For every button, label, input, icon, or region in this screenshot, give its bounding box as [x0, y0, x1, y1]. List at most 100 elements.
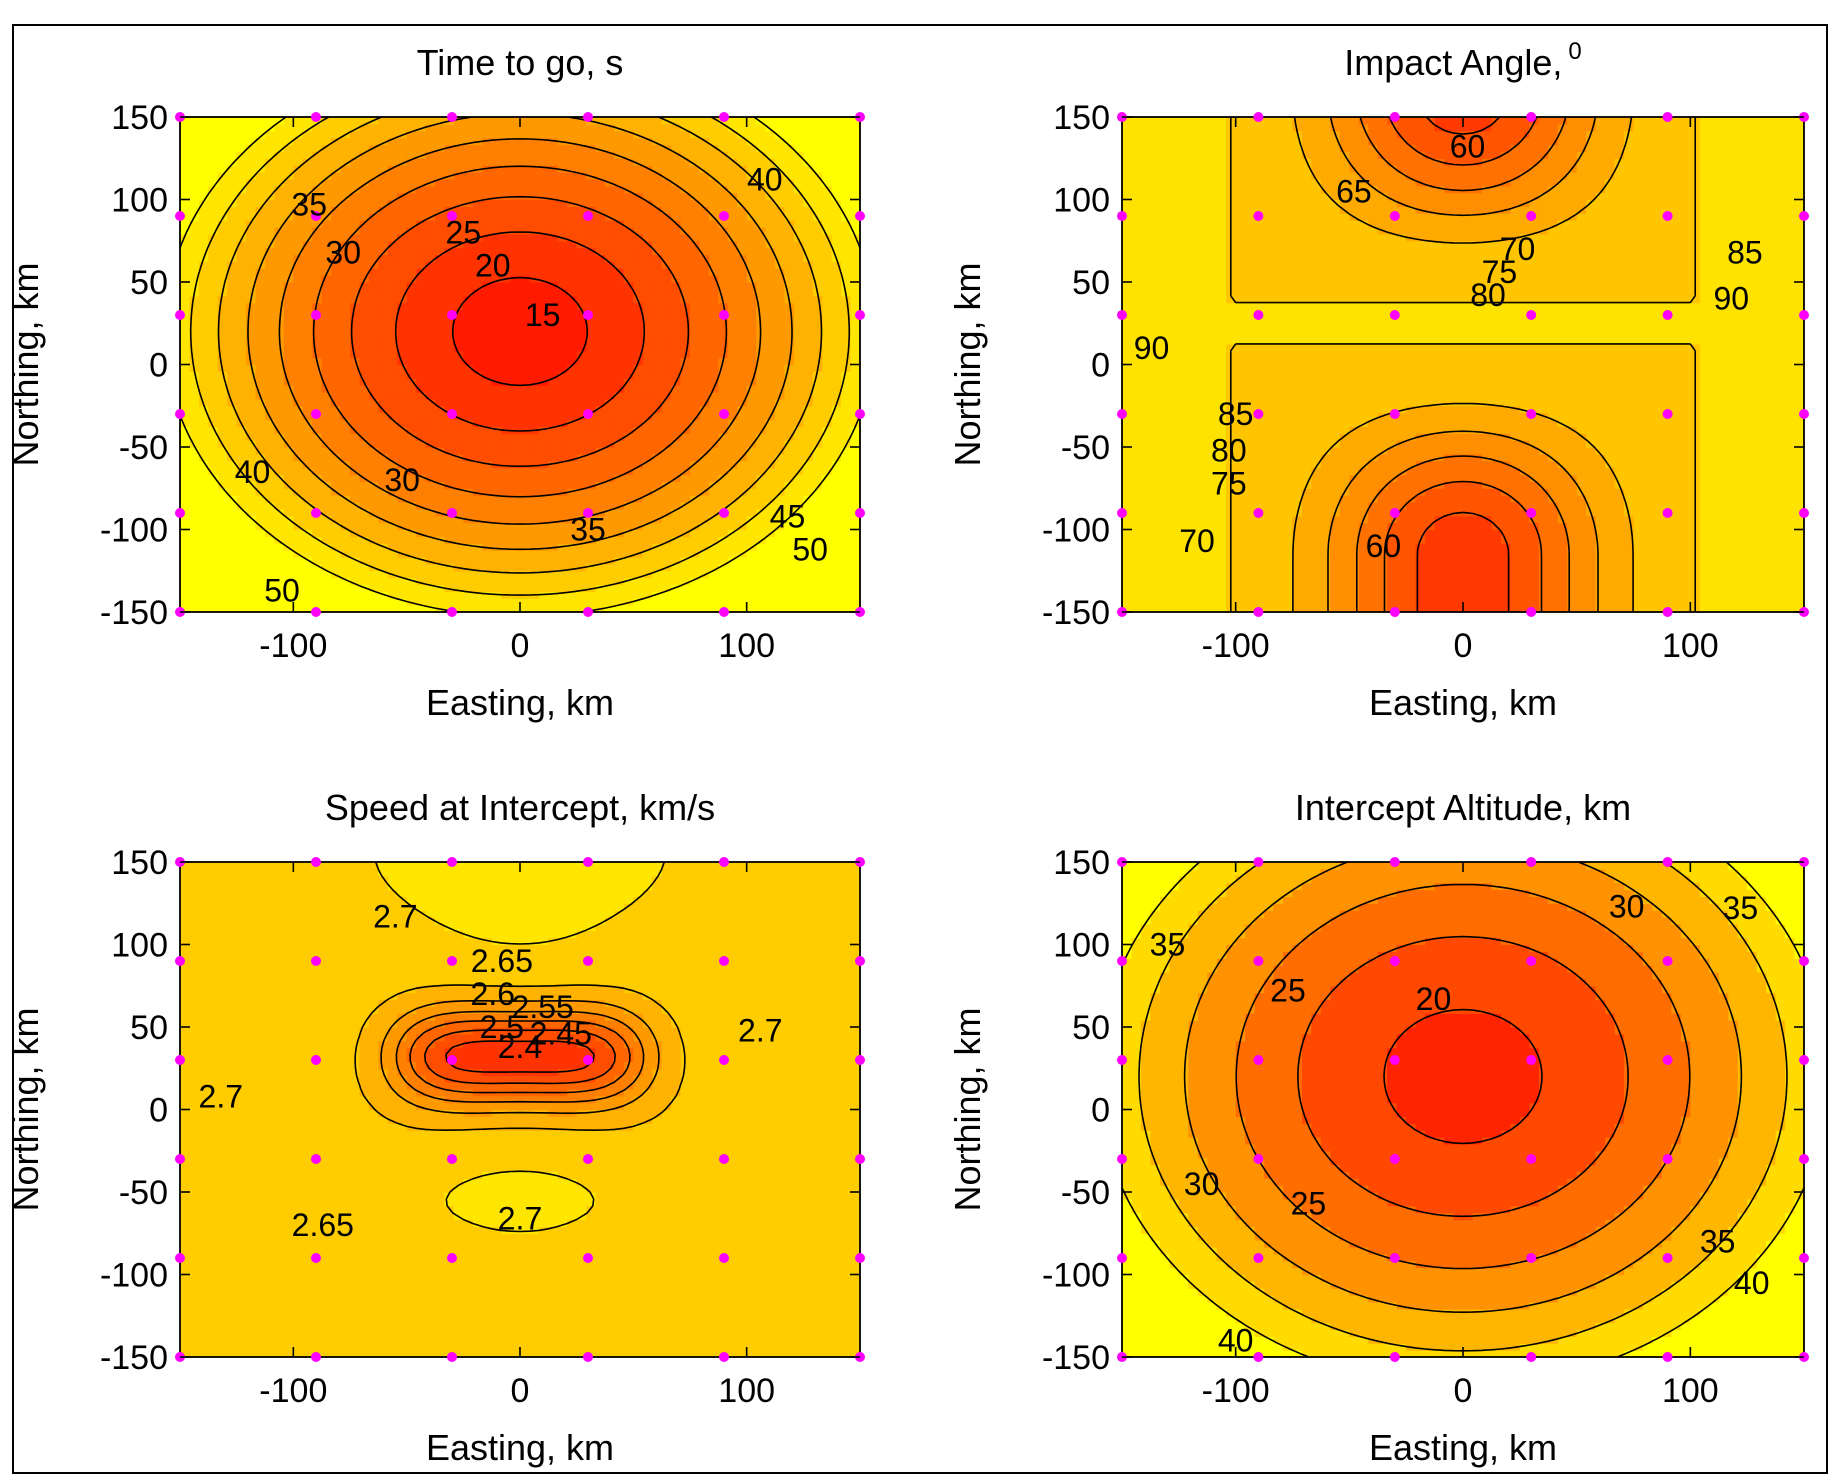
contour-band-cell: [453, 433, 464, 441]
contour-band-cell: [737, 316, 748, 324]
contour-band-cell: [350, 275, 361, 283]
contour-band-cell: [425, 144, 436, 152]
contour-band-cell: [217, 233, 228, 242]
contour-band-cell: [510, 453, 521, 462]
contour-band-cell: [255, 474, 266, 482]
contour-band-cell: [453, 144, 464, 152]
contour-band-cell: [793, 316, 804, 324]
contour-band-cell: [359, 419, 370, 427]
contour-band-cell: [680, 247, 691, 256]
contour-band-cell: [350, 474, 361, 482]
contour-band-cell: [633, 453, 644, 462]
contour-band-cell: [359, 392, 370, 400]
contour-band-cell: [642, 192, 653, 201]
contour-band-cell: [737, 584, 748, 592]
contour-band-cell: [671, 199, 682, 207]
contour-band-cell: [661, 350, 672, 359]
contour-band-cell: [623, 178, 634, 187]
contour-band-cell: [416, 412, 427, 421]
contour-band-cell: [491, 233, 502, 242]
contour-band-cell: [359, 282, 370, 290]
contour-band-cell: [510, 240, 521, 249]
contour-band-cell: [510, 584, 521, 592]
contour-band-cell: [435, 488, 446, 496]
contour-band-cell: [784, 557, 795, 565]
contour-band-cell: [841, 282, 852, 290]
contour-band-cell: [765, 405, 776, 414]
contour-band-cell: [217, 378, 228, 386]
contour-band-cell: [359, 343, 370, 352]
contour-band-cell: [652, 275, 663, 283]
contour-band-cell: [472, 515, 483, 524]
contour-band-cell: [727, 550, 738, 558]
contour-band-cell: [727, 453, 738, 462]
contour-band-cell: [557, 584, 568, 592]
contour-band-cell: [652, 419, 663, 427]
contour-band-cell: [671, 185, 682, 194]
contour-band-cell: [605, 206, 616, 214]
contour-band-cell: [765, 151, 776, 159]
contour-band-cell: [548, 261, 559, 269]
contour-band-cell: [331, 563, 342, 572]
contour-band-cell: [614, 144, 625, 152]
contour-band-cell: [614, 309, 625, 317]
contour-band-cell: [831, 508, 842, 517]
contour-band-cell: [652, 158, 663, 166]
contour-band-cell: [198, 165, 209, 173]
contour-band-cell: [737, 467, 748, 476]
contour-band-cell: [708, 433, 719, 441]
contour-band-cell: [180, 453, 191, 462]
contour-band-cell: [850, 240, 861, 249]
contour-band-cell: [727, 213, 738, 221]
contour-band-cell: [416, 254, 427, 262]
contour-band-cell: [699, 199, 710, 207]
contour-band-cell: [416, 591, 427, 599]
contour-band-cell: [435, 453, 446, 462]
contour-band-cell: [529, 295, 540, 304]
contour-band-cell: [520, 247, 531, 256]
contour-band-cell: [227, 213, 238, 221]
contour-band-cell: [510, 467, 521, 476]
contour-band-cell: [180, 536, 191, 544]
contour-band-cell: [274, 233, 285, 242]
contour-band-cell: [586, 570, 597, 579]
contour-band-cell: [737, 598, 748, 606]
contour-band-cell: [482, 247, 493, 256]
contour-band-cell: [359, 261, 370, 269]
contour-band-cell: [246, 570, 257, 579]
contour-band-cell: [312, 481, 323, 489]
contour-band-cell: [765, 165, 776, 173]
contour-band-cell: [841, 502, 852, 510]
contour-band-cell: [605, 240, 616, 249]
contour-band-cell: [491, 405, 502, 414]
contour-band-cell: [595, 288, 606, 297]
contour-band-cell: [841, 357, 852, 366]
contour-band-cell: [180, 412, 191, 421]
contour-band-cell: [198, 522, 209, 531]
contour-band-cell: [708, 577, 719, 586]
contour-band-cell: [416, 316, 427, 324]
contour-band-cell: [708, 502, 719, 510]
contour-band-cell: [217, 357, 228, 366]
contour-band-cell: [510, 488, 521, 496]
contour-band-cell: [227, 392, 238, 400]
contour-band-cell: [699, 605, 710, 613]
contour-band-cell: [265, 268, 276, 276]
contour-band-cell: [387, 481, 398, 489]
contour-band-cell: [510, 440, 521, 448]
contour-band-cell: [368, 536, 379, 544]
contour-band-cell: [198, 268, 209, 276]
contour-band-cell: [501, 364, 512, 372]
contour-band-cell: [727, 543, 738, 551]
contour-band-cell: [350, 419, 361, 427]
contour-band-cell: [850, 495, 861, 503]
contour-band-cell: [775, 419, 786, 427]
contour-band-cell: [841, 577, 852, 586]
contour-band-cell: [737, 385, 748, 393]
contour-band-cell: [283, 309, 294, 317]
contour-band-cell: [850, 178, 861, 187]
contour-band-cell: [217, 515, 228, 524]
contour-band-cell: [510, 158, 521, 166]
contour-band-cell: [236, 288, 247, 297]
contour-band-cell: [680, 453, 691, 462]
